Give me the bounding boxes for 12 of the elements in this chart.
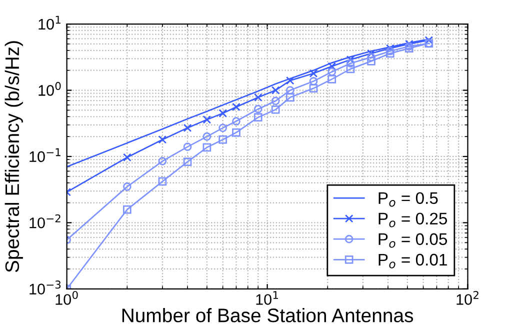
legend-label: P$_{o}$ = 0.01 bbox=[378, 254, 447, 268]
y-axis-title: Spectral Efficiency (b/s/Hz) bbox=[4, 41, 23, 272]
x-axis-title: Number of Base Station Antennas bbox=[122, 308, 414, 322]
legend-label: P$_{o}$ = 0.05 bbox=[378, 233, 448, 248]
legend-label: P$_{o}$ = 0.5 bbox=[378, 192, 438, 207]
x-tick-label: 10$^{2}$ bbox=[456, 290, 478, 305]
x-tick-label: 10$^{1}$ bbox=[256, 291, 278, 305]
y-tick-label: 10$^{1}$ bbox=[38, 16, 60, 30]
y-tick-label: 10$^{−2}$ bbox=[30, 214, 60, 228]
y-tick-label: 10$^{0}$ bbox=[38, 82, 61, 96]
y-tick-label: 10$^{−1}$ bbox=[30, 148, 60, 162]
legend-label: P$_{o}$ = 0.25 bbox=[378, 212, 448, 228]
